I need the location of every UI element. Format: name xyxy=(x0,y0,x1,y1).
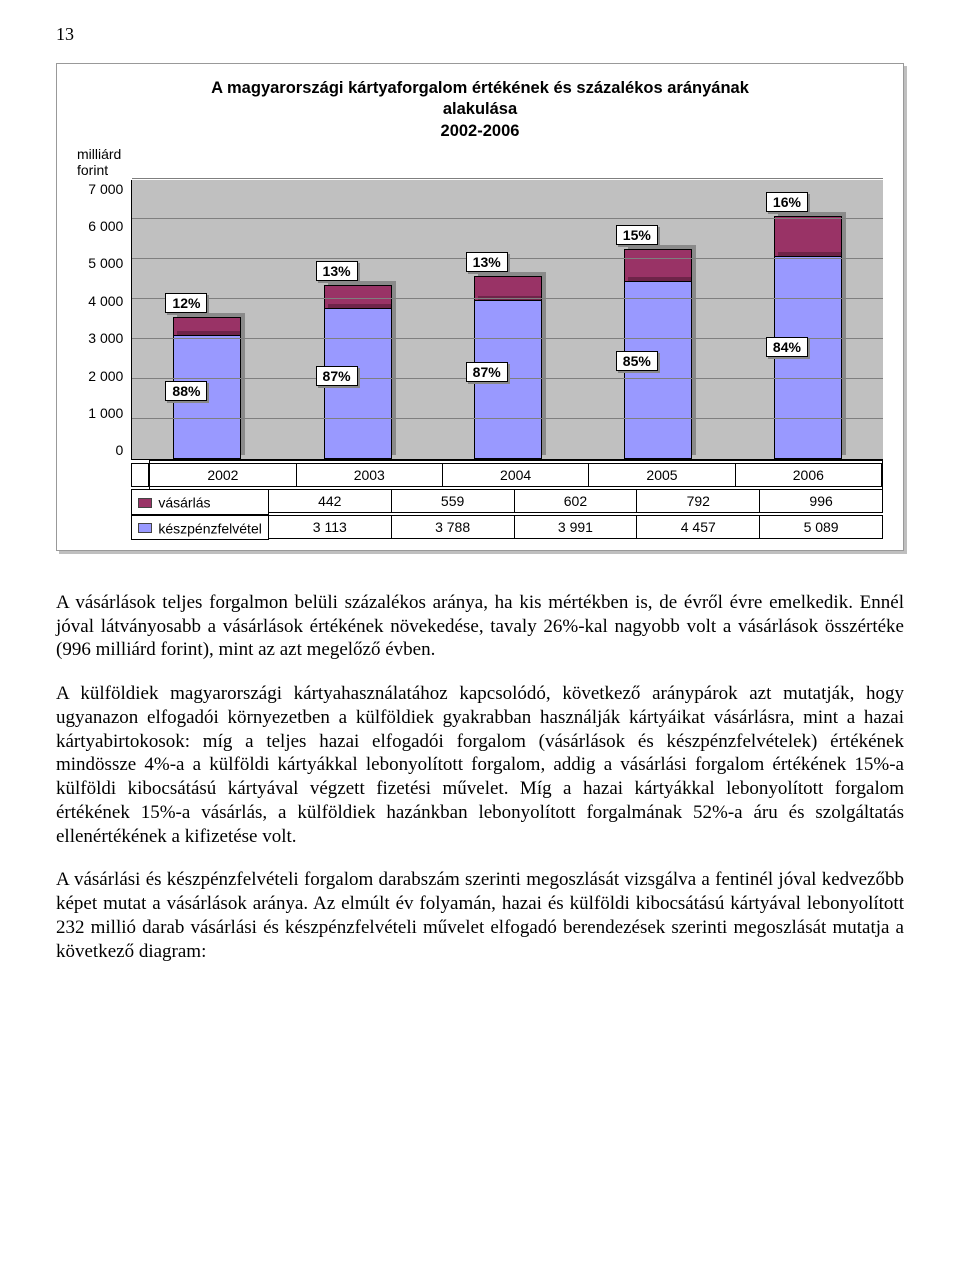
bar-group: 15%85% xyxy=(624,249,692,459)
y-tick-label: 2 000 xyxy=(77,368,123,384)
chart-gridline xyxy=(132,418,883,419)
bar-bottom-pct-label: 88% xyxy=(165,381,207,401)
chart-title: A magyarországi kártyaforgalom értékének… xyxy=(77,78,883,142)
chart-data-table: 20022003200420052006 xyxy=(131,460,883,489)
x-year-label: 2002 xyxy=(150,463,296,487)
y-axis-caption-line-2: forint xyxy=(77,162,108,178)
chart-gridline xyxy=(132,298,883,299)
legend-row-bottom: készpénzfelvétel xyxy=(131,515,269,540)
chart-title-line-2: alakulása xyxy=(443,100,517,118)
bar-bottom-pct-label: 87% xyxy=(466,362,508,382)
chart-gridline xyxy=(132,218,883,219)
legend-label-bottom: készpénzfelvétel xyxy=(158,520,262,536)
bar-top-pct-label: 12% xyxy=(165,293,207,313)
y-tick-label: 3 000 xyxy=(77,330,123,346)
y-axis-caption: milliárd forint xyxy=(77,146,131,178)
table-cell-bottom-value: 5 089 xyxy=(760,515,883,539)
table-cell-bottom-value: 3 991 xyxy=(515,515,638,539)
y-axis-caption-line-1: milliárd xyxy=(77,146,121,162)
table-cell-top-value: 792 xyxy=(637,489,760,513)
bar-bottom-pct-label: 87% xyxy=(316,366,358,386)
bar-segment-top xyxy=(173,317,241,335)
legend-row-top: vásárlás xyxy=(131,489,269,514)
paragraph-3: A vásárlási és készpénzfelvételi forgalo… xyxy=(56,868,904,963)
y-axis-tick-labels: 7 000 6 000 5 000 4 000 3 000 2 000 1 000 0 xyxy=(77,179,131,459)
x-year-label: 2004 xyxy=(443,463,589,487)
bar-group: 13%87% xyxy=(324,285,392,459)
paragraph-1: A vásárlások teljes forgalmon belüli szá… xyxy=(56,591,904,662)
legend-label-top: vásárlás xyxy=(158,495,210,511)
bar-top-pct-label: 13% xyxy=(316,261,358,281)
bar-segment-bottom xyxy=(774,256,842,460)
y-tick-label: 7 000 xyxy=(77,181,123,197)
table-cell-bottom-value: 4 457 xyxy=(637,515,760,539)
table-cell-bottom-value: 3 788 xyxy=(392,515,515,539)
bar-bottom-pct-label: 84% xyxy=(766,337,808,357)
chart-gridline xyxy=(132,178,883,179)
table-cell-top-value: 559 xyxy=(392,489,515,513)
table-cell-top-value: 602 xyxy=(515,489,638,513)
legend-swatch-bottom-icon xyxy=(138,523,152,533)
bar-top-pct-label: 13% xyxy=(466,252,508,272)
table-cell-top-value: 442 xyxy=(269,489,392,513)
chart-container: A magyarországi kártyaforgalom értékének… xyxy=(56,63,904,551)
chart-plot-area: 12%88%13%87%13%87%15%85%16%84% xyxy=(131,180,883,460)
bar-segment-top xyxy=(324,285,392,307)
paragraph-2: A külföldiek magyarországi kártyahasznál… xyxy=(56,682,904,848)
legend-swatch-top-icon xyxy=(138,498,152,508)
chart-title-line-3: 2002-2006 xyxy=(441,122,520,140)
y-tick-label: 4 000 xyxy=(77,293,123,309)
y-tick-label: 1 000 xyxy=(77,405,123,421)
x-year-label: 2003 xyxy=(297,463,443,487)
bar-segment-top xyxy=(774,216,842,256)
body-text-region: A vásárlások teljes forgalmon belüli szá… xyxy=(56,591,904,964)
bar-group: 13%87% xyxy=(474,276,542,460)
table-cell-top-value: 996 xyxy=(760,489,883,513)
x-year-label: 2005 xyxy=(589,463,735,487)
y-tick-label: 5 000 xyxy=(77,255,123,271)
chart-title-line-1: A magyarországi kártyaforgalom értékének… xyxy=(211,79,749,97)
bar-top-pct-label: 15% xyxy=(616,225,658,245)
bar-bottom-pct-label: 85% xyxy=(616,351,658,371)
page-number: 13 xyxy=(56,24,904,45)
bar-segment-top xyxy=(474,276,542,300)
x-year-label: 2006 xyxy=(736,463,882,487)
y-tick-label: 0 xyxy=(77,442,123,458)
table-cell-bottom-value: 3 113 xyxy=(269,515,392,539)
y-tick-label: 6 000 xyxy=(77,218,123,234)
bar-top-pct-label: 16% xyxy=(766,192,808,212)
bar-segment-top xyxy=(624,249,692,281)
